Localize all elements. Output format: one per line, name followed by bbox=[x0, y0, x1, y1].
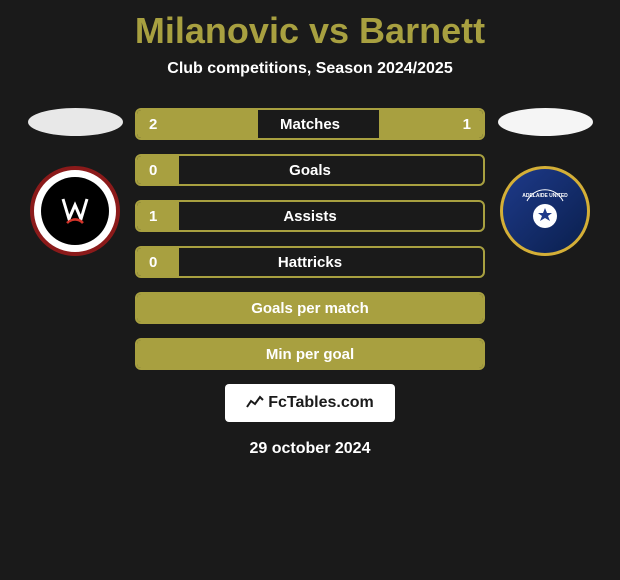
stat-bar-hattricks: 0Hattricks bbox=[135, 246, 485, 278]
stat-label: Goals bbox=[137, 162, 483, 179]
stat-bar-goals-per-match: Goals per match bbox=[135, 292, 485, 324]
player1-avatar-placeholder bbox=[28, 108, 123, 136]
stat-label: Hattricks bbox=[137, 254, 483, 271]
footer-date: 29 october 2024 bbox=[0, 440, 620, 458]
right-column: ADELAIDE UNITED bbox=[485, 108, 605, 256]
svg-text:ADELAIDE UNITED: ADELAIDE UNITED bbox=[522, 193, 568, 199]
stat-label: Matches bbox=[137, 116, 483, 133]
player2-club-badge: ADELAIDE UNITED bbox=[500, 166, 590, 256]
stats-column: 21Matches 0Goals 1Assists 0Hattricks Goals p… bbox=[135, 108, 485, 370]
player2-name: Barnett bbox=[359, 10, 485, 51]
stat-bar-min-per-goal: Min per goal bbox=[135, 338, 485, 370]
adelaide-united-icon: ADELAIDE UNITED bbox=[515, 181, 575, 241]
club-badge-inner bbox=[41, 177, 109, 245]
brand-icon bbox=[246, 395, 264, 412]
stat-bar-matches: 21Matches bbox=[135, 108, 485, 140]
subtitle: Club competitions, Season 2024/2025 bbox=[0, 60, 620, 78]
player2-avatar-placeholder bbox=[498, 108, 593, 136]
left-column bbox=[15, 108, 135, 256]
stat-bar-goals: 0Goals bbox=[135, 154, 485, 186]
player1-club-badge bbox=[30, 166, 120, 256]
stat-label: Min per goal bbox=[137, 346, 483, 363]
comparison-title: Milanovic vs Barnett bbox=[0, 0, 620, 52]
player1-name: Milanovic bbox=[135, 10, 299, 51]
comparison-content: 21Matches 0Goals 1Assists 0Hattricks Goals p… bbox=[0, 108, 620, 370]
stat-label: Goals per match bbox=[137, 300, 483, 317]
title-separator: vs bbox=[309, 10, 349, 51]
brand-badge: FcTables.com bbox=[225, 384, 395, 422]
wanderers-icon bbox=[55, 191, 95, 231]
stat-bar-assists: 1Assists bbox=[135, 200, 485, 232]
stat-label: Assists bbox=[137, 208, 483, 225]
brand-text: FcTables.com bbox=[268, 394, 374, 412]
